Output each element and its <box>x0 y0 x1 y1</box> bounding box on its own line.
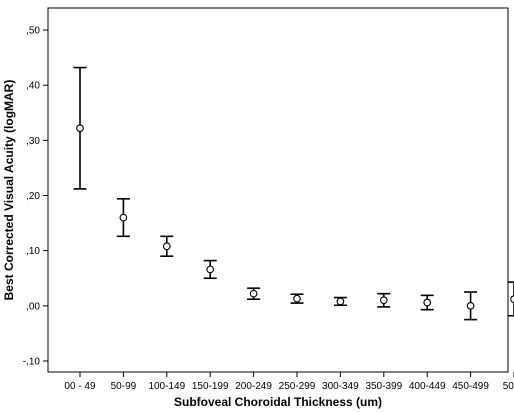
data-point <box>466 301 475 310</box>
x-tick-label: 500+ <box>503 381 514 392</box>
data-point <box>162 242 171 251</box>
y-axis-title: Best Corrected Visual Acuity (logMAR) <box>2 80 16 301</box>
x-tick-label: 200-249 <box>235 381 272 392</box>
y-tick-label: ,30 <box>26 136 40 147</box>
data-point <box>206 265 215 274</box>
x-tick-label: 150-199 <box>192 381 229 392</box>
x-axis-title: Subfoveal Choroidal Thickness (um) <box>174 395 382 409</box>
x-tick-label: 100-149 <box>148 381 185 392</box>
data-point <box>510 295 514 304</box>
y-tick-label: ,10 <box>26 246 40 257</box>
data-point <box>379 296 388 305</box>
y-tick-label: ,20 <box>26 191 40 202</box>
x-tick-label: 400-449 <box>409 381 446 392</box>
data-point <box>423 298 432 307</box>
x-tick-label: 450-499 <box>452 381 489 392</box>
data-point <box>119 213 128 222</box>
plot-frame <box>47 7 509 373</box>
x-tick-label: 300-349 <box>322 381 359 392</box>
y-axis: -,10 ,00 ,10 ,20 ,30 ,40 ,50 <box>23 26 48 367</box>
x-tick-label: 350-399 <box>365 381 402 392</box>
data-point <box>293 294 301 303</box>
x-tick-label: 00 - 49 <box>64 381 96 392</box>
x-tick-label: 50-99 <box>111 381 137 392</box>
data-point <box>249 289 258 298</box>
y-tick-label: ,00 <box>26 301 40 312</box>
data-point <box>76 124 84 133</box>
y-tick-label: -,10 <box>23 356 41 367</box>
data-markers <box>76 124 514 310</box>
x-tick-label: 250-299 <box>279 381 316 392</box>
y-tick-label: ,50 <box>26 26 40 37</box>
y-tick-label: ,40 <box>26 81 40 92</box>
x-axis: 00 - 49 50-99 100-149 150-199 200-249 250-299… <box>64 372 514 392</box>
data-point <box>336 297 345 306</box>
